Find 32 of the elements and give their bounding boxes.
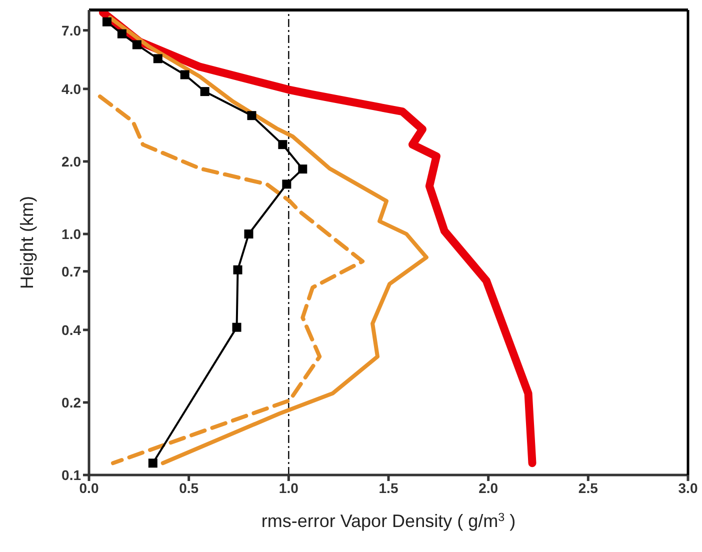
point <box>102 17 112 26</box>
x-tick-label: 0.0 <box>79 480 99 496</box>
point <box>200 87 210 96</box>
x-axis-title: rms-error Vapor Density ( g/m$^{3}$ ) <box>261 510 516 531</box>
point <box>282 180 292 189</box>
point <box>247 111 256 120</box>
y-tick-label: 0.1 <box>62 466 82 483</box>
y-tick-label: 1.0 <box>62 226 82 242</box>
y-tick-label: 0.2 <box>62 394 82 410</box>
point <box>153 54 162 64</box>
point <box>180 70 190 80</box>
y-tick-label: 0.7 <box>62 263 82 280</box>
x-tick-label: 0.5 <box>179 480 199 496</box>
point <box>233 265 242 274</box>
point <box>232 322 242 332</box>
point <box>148 458 158 468</box>
x-tick-label: 1.0 <box>278 480 299 496</box>
x-tick-label: 1.5 <box>378 480 398 496</box>
x-tick-label: 2.0 <box>478 480 498 496</box>
point <box>132 40 142 50</box>
point <box>244 229 254 238</box>
x-tick-label: 3.0 <box>678 480 698 496</box>
point <box>298 164 308 174</box>
y-tick-label: 7.0 <box>62 22 82 38</box>
point <box>278 140 288 150</box>
y-tick-label: 4.0 <box>62 80 82 97</box>
point <box>117 29 126 38</box>
line-series <box>98 94 365 466</box>
y-tick-label: 0.4 <box>62 322 82 338</box>
y-axis-title: Height (km) <box>17 196 37 290</box>
y-tick-label: 2.0 <box>62 153 82 170</box>
x-tick-label: 2.5 <box>578 480 598 496</box>
